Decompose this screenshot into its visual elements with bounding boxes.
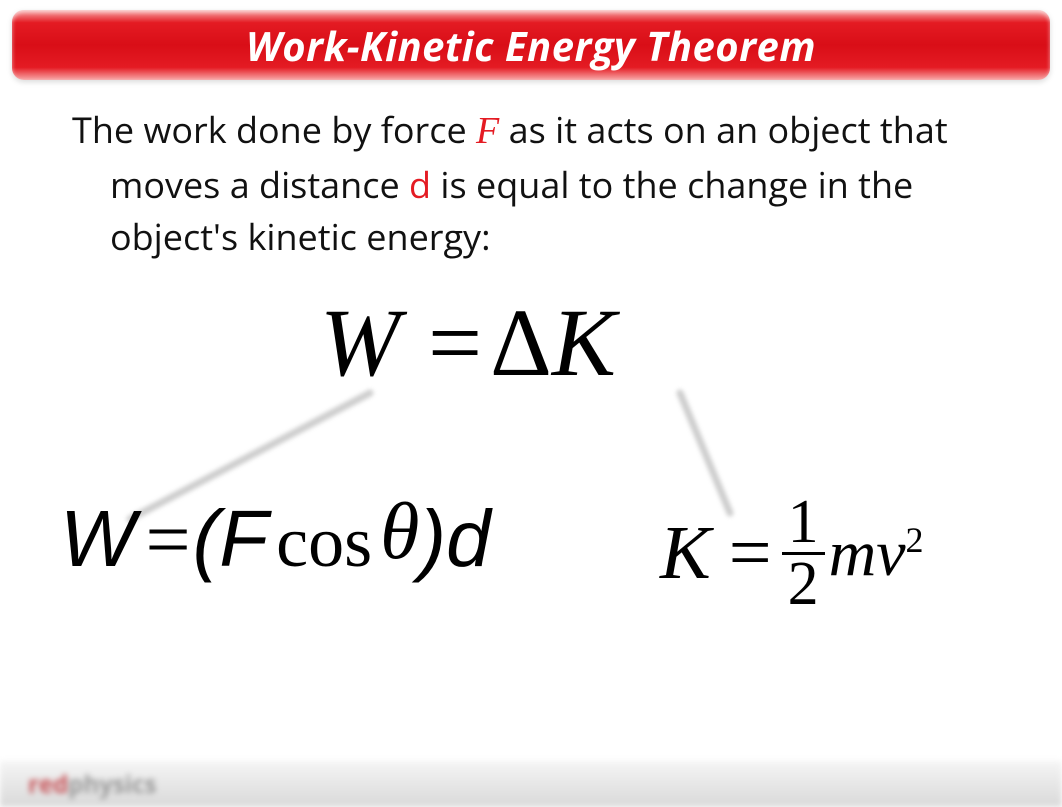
eq-work-theta: θ [380, 488, 419, 576]
equation-area: W=ΔK W=(Fcosθ)d K=12mv2 [0, 263, 1062, 703]
footer-logo: redphysics [28, 768, 156, 801]
equation-kinetic: K=12mv2 [660, 493, 924, 614]
eq-work-cos: cos [268, 502, 380, 582]
eq-ke-fraction: 12 [782, 493, 825, 614]
eq-work-F: F [219, 494, 268, 583]
equation-work: W=(Fcosθ)d [60, 493, 491, 586]
eq-work-W: W [60, 494, 136, 583]
force-symbol: F [476, 110, 499, 152]
description-text: The work done by force F as it acts on a… [40, 104, 1022, 263]
eq-work-d: d [446, 494, 491, 583]
footer-logo-rest: physics [68, 768, 156, 801]
eq-main-W: W [320, 289, 400, 396]
eq-ke-mv: mv [829, 516, 906, 592]
eq-ke-K: K [660, 510, 711, 597]
desc-part1: The work done by force [72, 105, 476, 154]
footer-logo-accent: red [28, 768, 68, 801]
eq-ke-den: 2 [782, 555, 825, 614]
eq-ke-num: 1 [782, 493, 825, 555]
eq-main-K: K [552, 289, 616, 396]
eq-ke-equals: = [711, 510, 778, 597]
eq-ke-exp: 2 [906, 519, 924, 561]
eq-work-open: ( [193, 494, 220, 583]
eq-work-close: ) [419, 494, 446, 583]
slide-title: Work-Kinetic Energy Theorem [246, 18, 816, 73]
eq-main-delta: Δ [490, 289, 552, 396]
eq-main-equals: = [400, 289, 490, 396]
footer-bar: redphysics [0, 761, 1062, 807]
distance-symbol: d [409, 160, 431, 209]
equation-main: W=ΔK [320, 287, 616, 398]
title-bar: Work-Kinetic Energy Theorem [12, 10, 1050, 80]
eq-work-equals: = [136, 496, 193, 584]
